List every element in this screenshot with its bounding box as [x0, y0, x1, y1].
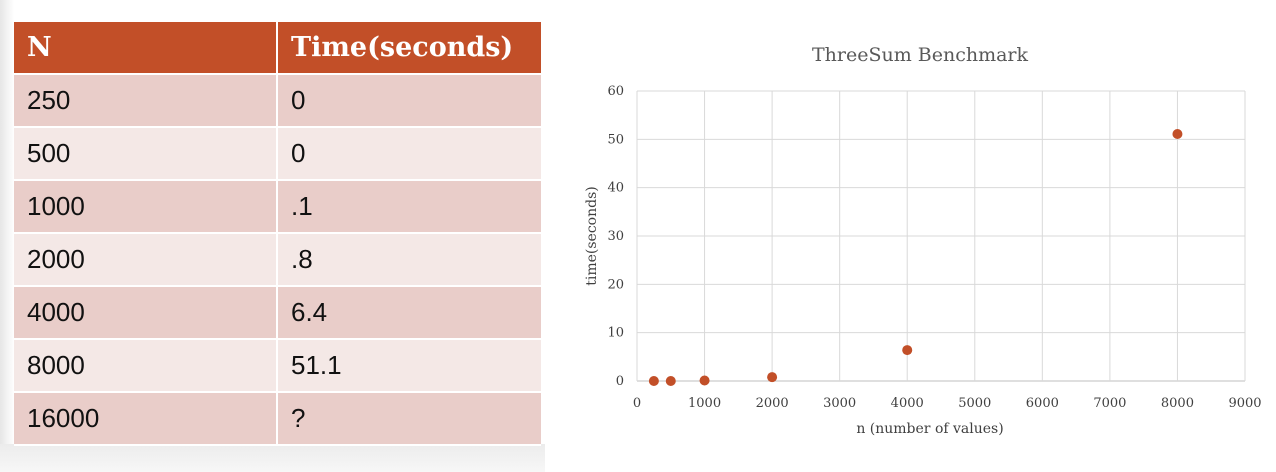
cell-time: .8 [277, 233, 541, 287]
chart-grid [636, 90, 1246, 382]
chart-title: ThreeSum Benchmark [812, 44, 1029, 66]
y-axis-ticks: 0 10 20 30 40 50 60 [607, 84, 624, 389]
y-tick-label: 50 [607, 132, 624, 147]
x-tick-label: 7000 [1093, 396, 1126, 411]
table-header-row: N Time(seconds) [14, 22, 541, 75]
left-edge-shadow [0, 0, 14, 472]
header-time: Time(seconds) [277, 22, 541, 75]
y-tick-label: 30 [607, 229, 624, 244]
table-row: 4000 6.4 [14, 286, 541, 340]
data-point [665, 376, 676, 386]
x-tick-label: 9000 [1228, 396, 1261, 411]
x-tick-label: 8000 [1161, 396, 1194, 411]
x-tick-label: 5000 [958, 396, 991, 411]
table-row: 8000 51.1 [14, 339, 541, 393]
cell-time: .1 [277, 180, 541, 234]
cell-n: 16000 [14, 392, 278, 446]
header-n: N [14, 22, 278, 75]
data-point [699, 375, 710, 386]
cell-time: ? [277, 392, 541, 446]
scatter-chart: ThreeSum Benchmark 0 10 20 30 40 50 60 0 1000 20… [584, 44, 1262, 437]
cell-n: 1000 [14, 180, 278, 234]
table-row: 16000 ? [14, 392, 541, 446]
x-tick-label: 1000 [688, 396, 721, 411]
table-row: 1000 .1 [14, 180, 541, 234]
benchmark-table: N Time(seconds) 250 0 500 0 1000 .1 2000… [14, 22, 541, 446]
x-axis-label: n (number of values) [856, 421, 1003, 437]
cell-n: 500 [14, 127, 278, 181]
x-tick-label: 2000 [756, 396, 789, 411]
x-axis-ticks: 0 1000 2000 3000 4000 5000 6000 7000 8000 9000 [633, 396, 1262, 411]
cell-n: 8000 [14, 339, 278, 393]
data-point [767, 372, 778, 383]
y-tick-label: 0 [616, 374, 624, 389]
cell-time: 51.1 [277, 339, 541, 393]
x-tick-label: 4000 [891, 396, 924, 411]
cell-time: 0 [277, 127, 541, 181]
bottom-edge-shadow [0, 444, 545, 472]
x-tick-label: 3000 [823, 396, 856, 411]
cell-time: 0 [277, 74, 541, 128]
data-points [648, 129, 1183, 386]
data-point [902, 345, 913, 356]
cell-n: 4000 [14, 286, 278, 340]
x-tick-label: 6000 [1026, 396, 1059, 411]
y-axis-label: time(seconds) [584, 186, 600, 286]
cell-n: 250 [14, 74, 278, 128]
x-tick-label: 0 [633, 396, 641, 411]
table-row: 500 0 [14, 127, 541, 181]
cell-time: 6.4 [277, 286, 541, 340]
data-point [648, 376, 659, 386]
table-row: 2000 .8 [14, 233, 541, 287]
data-point [1172, 129, 1183, 140]
y-tick-label: 20 [607, 277, 624, 292]
y-tick-label: 40 [607, 181, 624, 196]
y-tick-label: 10 [607, 326, 624, 341]
table-row: 250 0 [14, 74, 541, 128]
y-tick-label: 60 [607, 84, 624, 99]
cell-n: 2000 [14, 233, 278, 287]
